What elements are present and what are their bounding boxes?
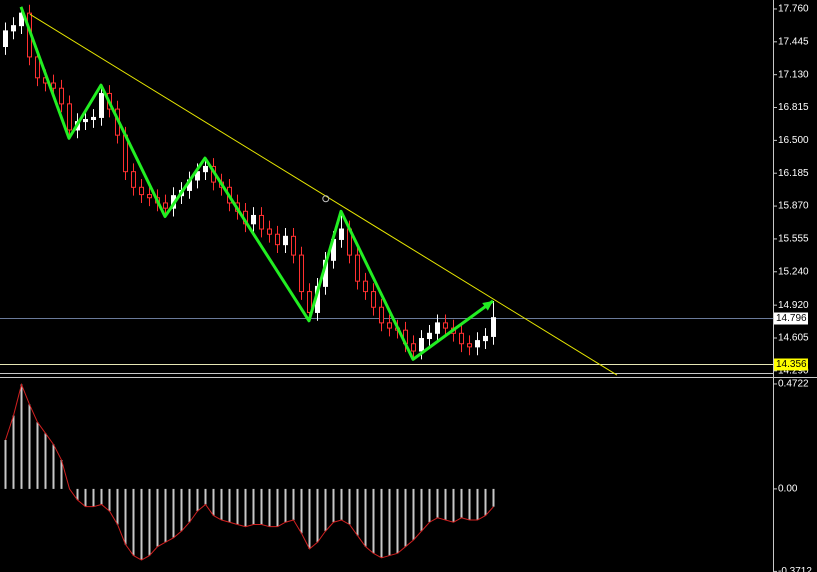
candle-body (139, 186, 144, 196)
candle-body (3, 30, 8, 48)
y-tick-label: 14.920 (778, 300, 809, 311)
y-tick-label: 16.185 (778, 168, 809, 179)
y-tick-label: 17.130 (778, 69, 809, 80)
price-label-box (774, 312, 808, 325)
candle-body (267, 228, 272, 235)
y-tick-label: 17.760 (778, 4, 809, 15)
y-tick-label: 15.555 (778, 234, 809, 245)
candle-body (251, 214, 256, 225)
candle-body (259, 214, 264, 230)
candle-body (419, 338, 424, 352)
candle-body (299, 254, 304, 293)
candle-body (291, 235, 296, 256)
candle-body (11, 25, 16, 32)
candle-body (59, 87, 64, 105)
trend-marker (322, 195, 330, 203)
candle-body (483, 335, 488, 342)
y-tick-label: 15.240 (778, 266, 809, 277)
y-tick-label: 14.290 (778, 365, 809, 376)
zigzag (19, 6, 494, 361)
price-label: 14.356 (776, 359, 807, 370)
candle-body (491, 317, 496, 337)
candle-body (99, 92, 104, 118)
price-label: 14.796 (776, 313, 807, 324)
candle-body (363, 280, 368, 293)
candle-body (459, 332, 464, 345)
trend-line (29, 13, 618, 376)
y-tick-label: 16.815 (778, 102, 809, 113)
y-tick-label: 17.445 (778, 36, 809, 47)
candle-body (307, 291, 312, 313)
candle-body (435, 322, 440, 334)
candle-body (355, 254, 360, 282)
y-tick-label: 0.4722 (778, 379, 809, 390)
candle-body (443, 322, 448, 329)
y-tick-label: -0.3712 (778, 566, 812, 572)
candle-body (163, 202, 168, 209)
candle-body (147, 194, 152, 199)
histogram-outline (5, 382, 494, 561)
candle-body (51, 82, 56, 89)
candle-body (203, 165, 208, 173)
candle-body (411, 343, 416, 352)
candle-body (339, 228, 344, 240)
candle-body (283, 235, 288, 246)
candle-body (427, 332, 432, 340)
candle-body (467, 343, 472, 348)
price-label-box (774, 358, 808, 371)
y-tick-label: 14.605 (778, 333, 809, 344)
candle-body (379, 306, 384, 324)
candle-body (91, 116, 96, 121)
y-tick-label: 16.500 (778, 135, 809, 146)
candle-body (35, 56, 40, 79)
y-tick-label: 0.00 (778, 484, 798, 495)
candle-body (371, 291, 376, 308)
candle-body (387, 322, 392, 329)
candle-body (275, 233, 280, 246)
candle-body (131, 171, 136, 188)
candle-body (475, 340, 480, 348)
candle-body (83, 119, 88, 123)
zigzag-arrowhead (482, 300, 493, 311)
candle-body (19, 12, 24, 27)
candle-body (67, 103, 72, 131)
y-tick-label: 15.870 (778, 201, 809, 212)
